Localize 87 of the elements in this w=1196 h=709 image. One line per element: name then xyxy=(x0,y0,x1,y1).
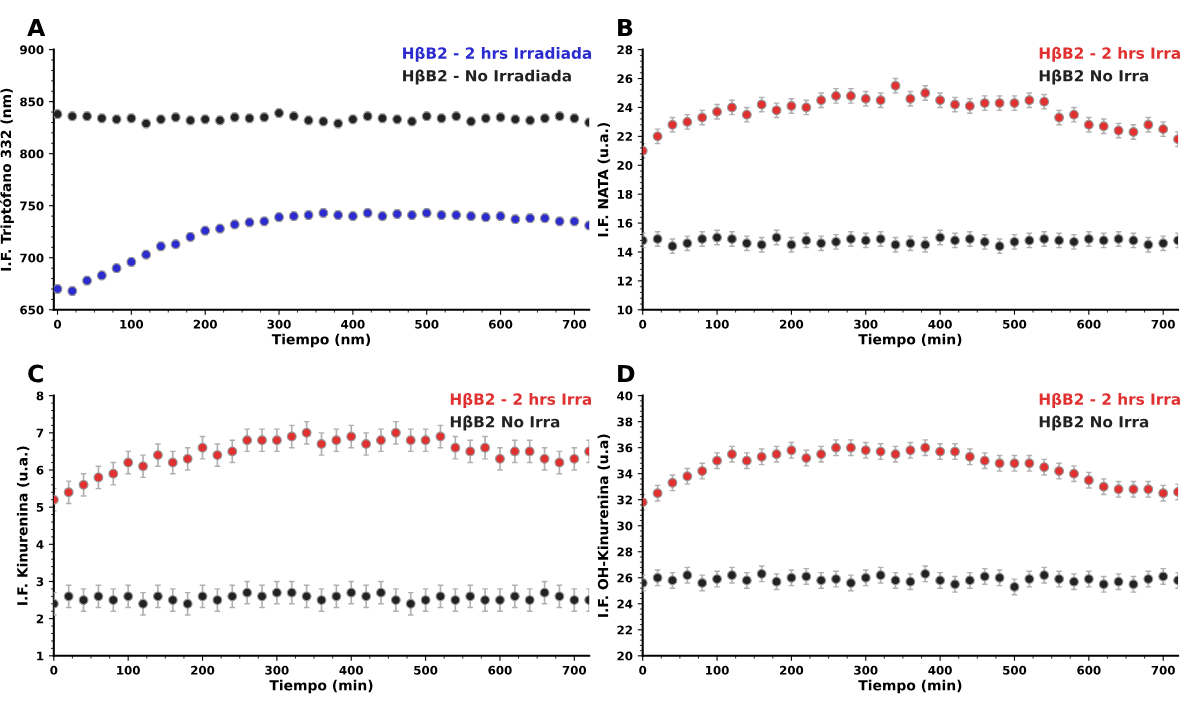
y-tick-label: 900 xyxy=(20,45,44,55)
y-tick-label: 38 xyxy=(617,417,633,427)
y-tick-label: 20 xyxy=(617,651,633,661)
y-tick-label: 10 xyxy=(617,305,633,315)
y-tick-label: 4 xyxy=(36,540,44,549)
x-tick-label: 700 xyxy=(562,665,587,675)
text: HβB2 No Irra xyxy=(1039,69,1149,85)
y-tick-label: 18 xyxy=(617,189,633,199)
x-tick-label: 600 xyxy=(1077,319,1101,329)
y-axis-title: I.F. OH-Kinurenina (u.a) xyxy=(597,434,610,617)
x-tick-label: 100 xyxy=(706,319,729,329)
text: HβB2 - 2 hrs Irra xyxy=(1039,392,1180,408)
text: HβB2 - 2 hrs Irradiada xyxy=(403,46,592,62)
y-tick-label: 34 xyxy=(617,469,633,479)
text: HβB2 No Irra xyxy=(1039,415,1149,431)
y-axis-title: I.F. Triptófano 332 (nm) xyxy=(0,88,14,271)
x-tick-label: 600 xyxy=(488,665,512,675)
text: HβB2 No Irra xyxy=(450,415,560,431)
y-tick-label: 16 xyxy=(617,218,633,228)
x-tick-label: 500 xyxy=(1003,319,1027,329)
y-tick-label: 36 xyxy=(617,443,633,453)
x-tick-label: 100 xyxy=(706,665,729,675)
y-tick-label: 2 xyxy=(36,614,44,624)
y-tick-label: 24 xyxy=(617,599,633,609)
y-tick-label: 1 xyxy=(37,651,44,661)
y-tick-label: 850 xyxy=(20,97,44,107)
y-tick-label: 28 xyxy=(617,547,633,557)
x-tick-label: 200 xyxy=(780,665,804,675)
x-tick-label: 200 xyxy=(191,665,215,675)
y-tick-label: 24 xyxy=(617,103,633,112)
x-tick-label: 100 xyxy=(117,665,140,675)
y-tick-label: 22 xyxy=(617,132,632,141)
y-tick-label: 5 xyxy=(36,503,44,512)
series-label: HβB2 - 2 hrs Irra xyxy=(450,392,592,408)
x-tick-label: 700 xyxy=(1151,319,1175,329)
y-tick-label: 750 xyxy=(20,201,44,211)
y-axis-title: I.F. Kinurenina (u.a.) xyxy=(16,446,30,605)
x-tick-label: 300 xyxy=(267,319,291,329)
y-tick-label: 14 xyxy=(617,247,633,257)
y-tick-label: 12 xyxy=(617,276,632,286)
x-tick-label: 0 xyxy=(53,319,62,329)
x-tick-label: 700 xyxy=(1151,665,1175,675)
x-tick-label: 100 xyxy=(120,319,144,329)
x-tick-label: 300 xyxy=(854,319,878,329)
y-tick-label: 7 xyxy=(36,428,44,438)
x-axis-title: Tiempo (min) xyxy=(858,679,962,694)
x-tick-label: 0 xyxy=(639,665,647,675)
x-tick-label: 400 xyxy=(928,665,952,675)
y-tick-label: 800 xyxy=(20,149,44,159)
y-tick-label: 28 xyxy=(617,45,633,55)
x-tick-label: 0 xyxy=(639,319,647,329)
y-tick-label: 700 xyxy=(20,253,44,263)
y-tick-label: 8 xyxy=(36,391,44,401)
y-tick-label: 3 xyxy=(36,577,44,587)
x-tick-label: 700 xyxy=(562,319,587,329)
chart-title: C xyxy=(28,364,43,383)
y-tick-label: 20 xyxy=(617,160,633,170)
y-tick-label: 650 xyxy=(20,305,44,315)
y-tick-label: 26 xyxy=(617,573,633,583)
y-tick-label: 32 xyxy=(617,495,632,505)
text: HβB2 - 2 hrs Irra xyxy=(1039,46,1180,62)
x-tick-label: 500 xyxy=(415,319,439,329)
x-axis-title: Tiempo (min) xyxy=(269,679,373,694)
x-tick-label: 600 xyxy=(1077,665,1101,675)
x-tick-label: 400 xyxy=(341,319,365,329)
y-tick-label: 22 xyxy=(617,625,632,635)
chart-title: B xyxy=(618,18,633,37)
x-tick-label: 500 xyxy=(414,665,438,675)
y-tick-label: 26 xyxy=(617,74,633,84)
x-tick-label: 200 xyxy=(193,319,217,329)
x-axis-title: Tiempo (min) xyxy=(858,333,962,348)
y-tick-label: 6 xyxy=(36,465,44,475)
x-tick-label: 300 xyxy=(265,665,289,675)
x-tick-label: 0 xyxy=(50,665,58,675)
chart-title: D xyxy=(618,364,635,383)
y-tick-label: 40 xyxy=(617,391,633,401)
chart-title: A xyxy=(27,18,46,37)
series-label: HβB2 - No Irradiada xyxy=(403,69,571,85)
x-tick-label: 400 xyxy=(928,319,952,329)
x-tick-label: 300 xyxy=(854,665,878,675)
x-tick-label: 600 xyxy=(488,319,513,329)
y-axis-title: I.F. NATA (u.a.) xyxy=(597,123,610,237)
x-axis-title: Tiempo (nm) xyxy=(271,333,371,348)
x-tick-label: 200 xyxy=(780,319,804,329)
y-tick-label: 30 xyxy=(617,521,633,531)
x-tick-label: 500 xyxy=(1003,665,1027,675)
x-tick-label: 400 xyxy=(339,665,363,675)
